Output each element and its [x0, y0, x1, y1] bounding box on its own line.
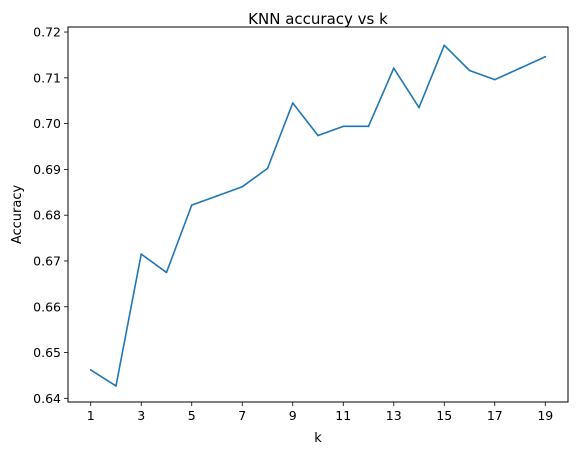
y-tick-label: 0.68 [33, 208, 61, 223]
y-tick-label: 0.69 [33, 162, 61, 177]
y-axis-label: Accuracy [10, 185, 25, 245]
data-point [443, 44, 446, 47]
series-points [89, 44, 547, 387]
data-point [317, 134, 319, 137]
x-tick-label: 7 [238, 408, 246, 423]
x-tick-label: 1 [87, 408, 95, 423]
data-point [241, 185, 244, 188]
data-point [544, 55, 547, 58]
x-tick-label: 11 [335, 408, 351, 423]
x-tick-label: 5 [188, 408, 196, 423]
data-point [190, 204, 193, 207]
x-tick-label: 19 [537, 408, 553, 423]
data-point [216, 195, 218, 197]
data-point [392, 67, 395, 70]
data-point [89, 369, 92, 371]
y-tick-label: 0.71 [33, 70, 61, 85]
x-tick-label: 9 [289, 408, 297, 423]
chart-title: KNN accuracy vs k [248, 10, 388, 28]
y-tick-label: 0.70 [33, 116, 61, 131]
data-point [493, 78, 496, 81]
data-point [115, 385, 117, 387]
y-tick-label: 0.67 [33, 253, 61, 268]
data-point [342, 125, 345, 128]
data-point [140, 253, 143, 256]
x-axis: 1 3 5 7 9 11 13 15 17 19 [87, 402, 553, 423]
y-tick-label: 0.72 [33, 25, 61, 40]
data-point [468, 69, 471, 72]
data-point [519, 67, 521, 70]
y-axis: 0.64 0.65 0.66 0.67 0.68 0.69 0.70 0.71 0.72 [33, 25, 68, 406]
data-point [367, 125, 370, 128]
data-point [266, 167, 269, 170]
data-point [291, 102, 294, 104]
y-tick-label: 0.66 [33, 299, 61, 314]
plot-frame [67, 26, 569, 403]
data-point [418, 106, 420, 109]
x-tick-label: 13 [386, 408, 402, 423]
series-line [89, 44, 547, 387]
y-tick-label: 0.64 [33, 391, 61, 406]
y-tick-label: 0.65 [33, 345, 61, 360]
x-tick-label: 3 [137, 408, 145, 423]
x-tick-label: 15 [436, 408, 452, 423]
data-point [165, 271, 168, 274]
x-tick-label: 17 [487, 408, 503, 423]
x-axis-label: k [314, 431, 322, 446]
